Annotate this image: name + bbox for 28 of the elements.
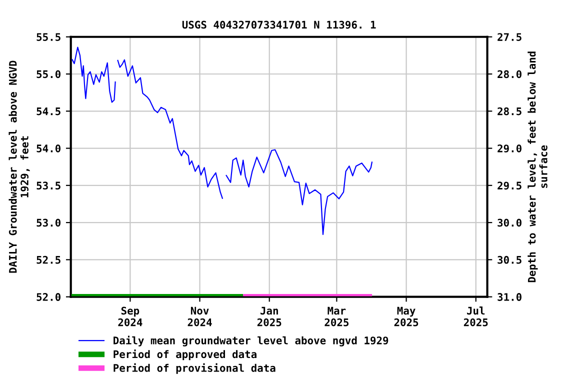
y-tick-label: 54.0: [36, 144, 60, 152]
y2-axis-title: Depth to water level, feet below land surface: [528, 52, 548, 282]
y2-tick-label: 30.5: [498, 256, 522, 264]
y2-tick-label: 29.5: [498, 182, 522, 190]
x-tick-label: Jan 2025: [257, 306, 282, 326]
x-tick-label: Nov 2024: [188, 306, 212, 326]
y2-tick-label: 29.0: [498, 144, 522, 152]
legend-label: Period of provisional data: [114, 363, 276, 374]
y-tick-label: 54.5: [36, 108, 60, 116]
legend-label: Daily mean groundwater level above ngvd 1929: [114, 336, 388, 346]
y-axis-title: DAILY Groundwater level above NGVD 1929, feet: [8, 60, 30, 273]
y2-tick-label: 31.0: [498, 293, 522, 301]
x-tick-label: Jul 2025: [464, 306, 488, 326]
y2-tick-label: 30.0: [498, 218, 522, 227]
y-tick-label: 53.0: [36, 218, 60, 227]
y2-tick-label: 28.5: [498, 107, 522, 116]
chart-title: USGS 404327073341701 N 11396. 1: [182, 20, 376, 29]
x-tick-label: Mar 2025: [324, 306, 349, 326]
y-tick-label: 52.0: [36, 293, 60, 301]
y-tick-label: 52.5: [36, 256, 60, 264]
legend-label: Period of approved data: [114, 350, 256, 360]
x-tick-label: Sep 2024: [118, 306, 142, 326]
x-tick-label: May 2025: [394, 306, 418, 326]
y-tick-label: 53.5: [36, 182, 60, 190]
y-tick-label: 55.5: [36, 33, 60, 41]
y2-tick-label: 27.5: [498, 33, 522, 41]
y-tick-label: 55.0: [36, 70, 60, 78]
y2-tick-label: 28.0: [498, 70, 522, 78]
